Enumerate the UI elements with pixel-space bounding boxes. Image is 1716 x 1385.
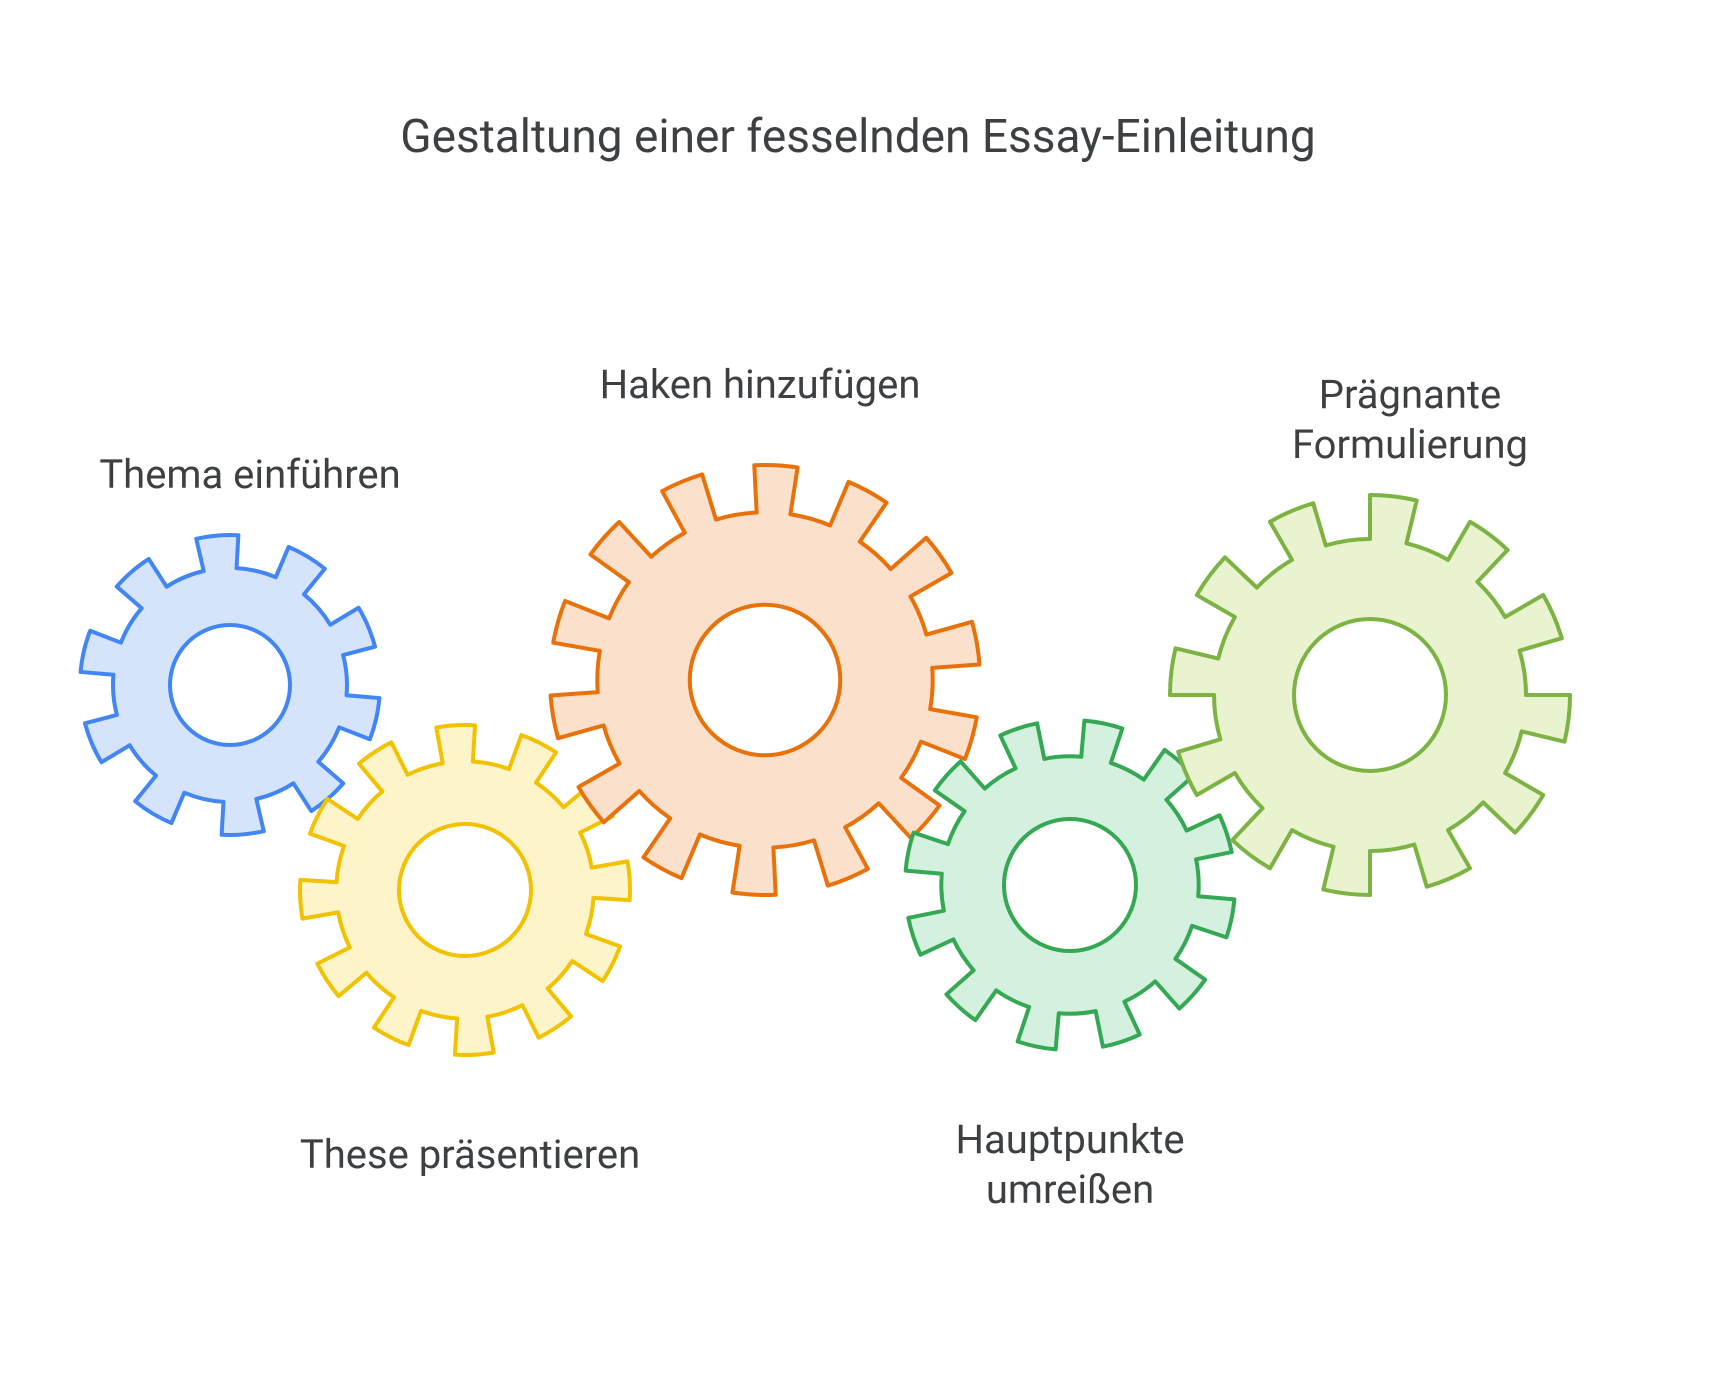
gear-hauptpunkte-label: Hauptpunkteumreißen	[880, 1115, 1260, 1215]
gear-formulierung-icon	[1160, 485, 1580, 905]
gear-haken-label: Haken hinzufügen	[550, 360, 970, 410]
gear-thema-label: Thema einführen	[70, 450, 430, 500]
gear-these-label: These präsentieren	[260, 1130, 680, 1180]
diagram-title: Gestaltung einer fesselnden Essay-Einlei…	[0, 110, 1716, 164]
gear-formulierung-label: PrägnanteFormulierung	[1220, 370, 1600, 470]
